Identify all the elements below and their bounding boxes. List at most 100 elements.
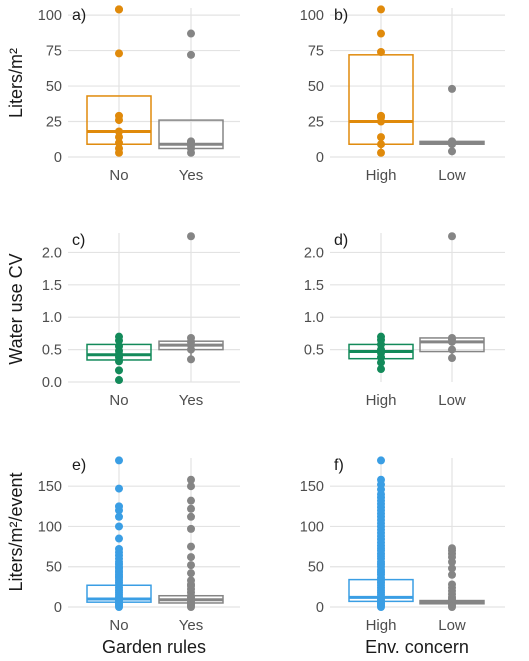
data-point: [187, 569, 195, 578]
data-point: [115, 5, 123, 14]
row-ylabel-1: Liters/m²: [6, 48, 26, 118]
panel-1: 0 25 50 75 100 a) No Yes: [38, 5, 240, 184]
box-high: [348, 5, 414, 157]
data-point: [115, 111, 123, 120]
data-point: [448, 232, 456, 241]
y-tick-label: 0.0: [42, 375, 62, 391]
data-point: [115, 545, 123, 554]
box-high: [348, 332, 414, 374]
data-point: [115, 366, 123, 375]
data-point: [115, 512, 123, 521]
data-point: [115, 502, 123, 511]
x-tick-label: High: [366, 167, 397, 184]
box-low: [419, 544, 485, 611]
data-point: [448, 354, 456, 363]
data-point: [115, 484, 123, 493]
panel-4: 0.5 1.0 1.5 2.0 d) High Low: [304, 232, 505, 409]
panel-tag: f): [334, 457, 344, 474]
y-tick-label: 1.0: [42, 310, 62, 326]
data-point: [448, 570, 456, 579]
data-point: [115, 138, 123, 147]
data-point: [187, 553, 195, 562]
y-tick-label: 50: [308, 560, 324, 576]
data-point: [187, 475, 195, 484]
data-point: [448, 137, 456, 146]
data-point: [115, 522, 123, 531]
panels: 0 25 50 75 100 a) No Yes 0 25 50 75 100 b) High Low 0.0 0…: [38, 5, 505, 634]
y-tick-label: 150: [38, 479, 62, 495]
y-tick-label: 50: [46, 560, 62, 576]
y-tick-label: 1.5: [304, 278, 324, 294]
x-tick-label: Low: [438, 167, 466, 184]
x-tick-label: Low: [438, 617, 466, 634]
data-point: [187, 496, 195, 505]
data-point: [115, 376, 123, 385]
y-tick-label: 75: [46, 44, 62, 60]
panel-tag: d): [334, 232, 348, 249]
data-point: [115, 456, 123, 465]
y-tick-label: 50: [308, 79, 324, 95]
data-point: [115, 332, 123, 341]
box-yes: [158, 29, 224, 157]
data-point: [448, 333, 456, 342]
box-low: [419, 232, 485, 363]
box-yes: [158, 475, 224, 611]
y-tick-label: 25: [46, 115, 62, 131]
x-tick-label: No: [109, 392, 128, 409]
data-point: [187, 542, 195, 551]
x-tick-label: No: [109, 167, 128, 184]
x-tick-label: High: [366, 617, 397, 634]
box-no: [86, 5, 152, 157]
panel-3: 0.0 0.5 1.0 1.5 2.0 c) No Yes: [42, 232, 240, 409]
y-tick-label: 100: [300, 519, 324, 535]
box-low: [419, 84, 485, 156]
data-point: [377, 332, 385, 341]
data-point: [448, 84, 456, 93]
data-point: [115, 534, 123, 543]
data-point: [448, 564, 456, 573]
data-point: [448, 345, 456, 354]
data-point: [187, 482, 195, 491]
data-point: [448, 147, 456, 156]
y-tick-label: 1.5: [42, 278, 62, 294]
row-ylabel-2: Water use CV: [6, 253, 26, 364]
data-point: [187, 576, 195, 585]
data-point: [187, 355, 195, 364]
x-tick-label: Yes: [179, 167, 203, 184]
data-point: [187, 504, 195, 513]
data-point: [187, 333, 195, 342]
data-point: [377, 29, 385, 38]
y-tick-label: 0.5: [304, 343, 324, 359]
y-tick-label: 100: [300, 8, 324, 24]
data-point: [187, 50, 195, 59]
x-tick-label: Yes: [179, 392, 203, 409]
y-tick-label: 2.0: [304, 245, 324, 261]
x-tick-label: High: [366, 392, 397, 409]
y-tick-label: 0: [316, 150, 324, 166]
data-point: [377, 456, 385, 465]
data-point: [187, 561, 195, 570]
box-yes: [158, 232, 224, 364]
y-tick-label: 0: [54, 150, 62, 166]
panel-6: 0 50 100 150 f) High Low: [300, 456, 505, 634]
panel-tag: b): [334, 7, 348, 24]
data-point: [187, 232, 195, 241]
data-point: [377, 475, 385, 484]
data-point: [377, 133, 385, 142]
box-high: [348, 456, 414, 611]
data-point: [377, 5, 385, 14]
panel-tag: a): [72, 7, 86, 24]
box-no: [86, 456, 152, 611]
data-point: [448, 544, 456, 553]
y-tick-label: 0.5: [42, 343, 62, 359]
panel-tag: e): [72, 457, 86, 474]
y-tick-label: 1.0: [304, 310, 324, 326]
data-point: [377, 140, 385, 149]
panel-tag: c): [72, 232, 85, 249]
y-tick-label: 100: [38, 8, 62, 24]
box-no: [86, 332, 152, 385]
y-tick-label: 150: [300, 479, 324, 495]
y-tick-label: 25: [308, 115, 324, 131]
y-tick-label: 75: [308, 44, 324, 60]
